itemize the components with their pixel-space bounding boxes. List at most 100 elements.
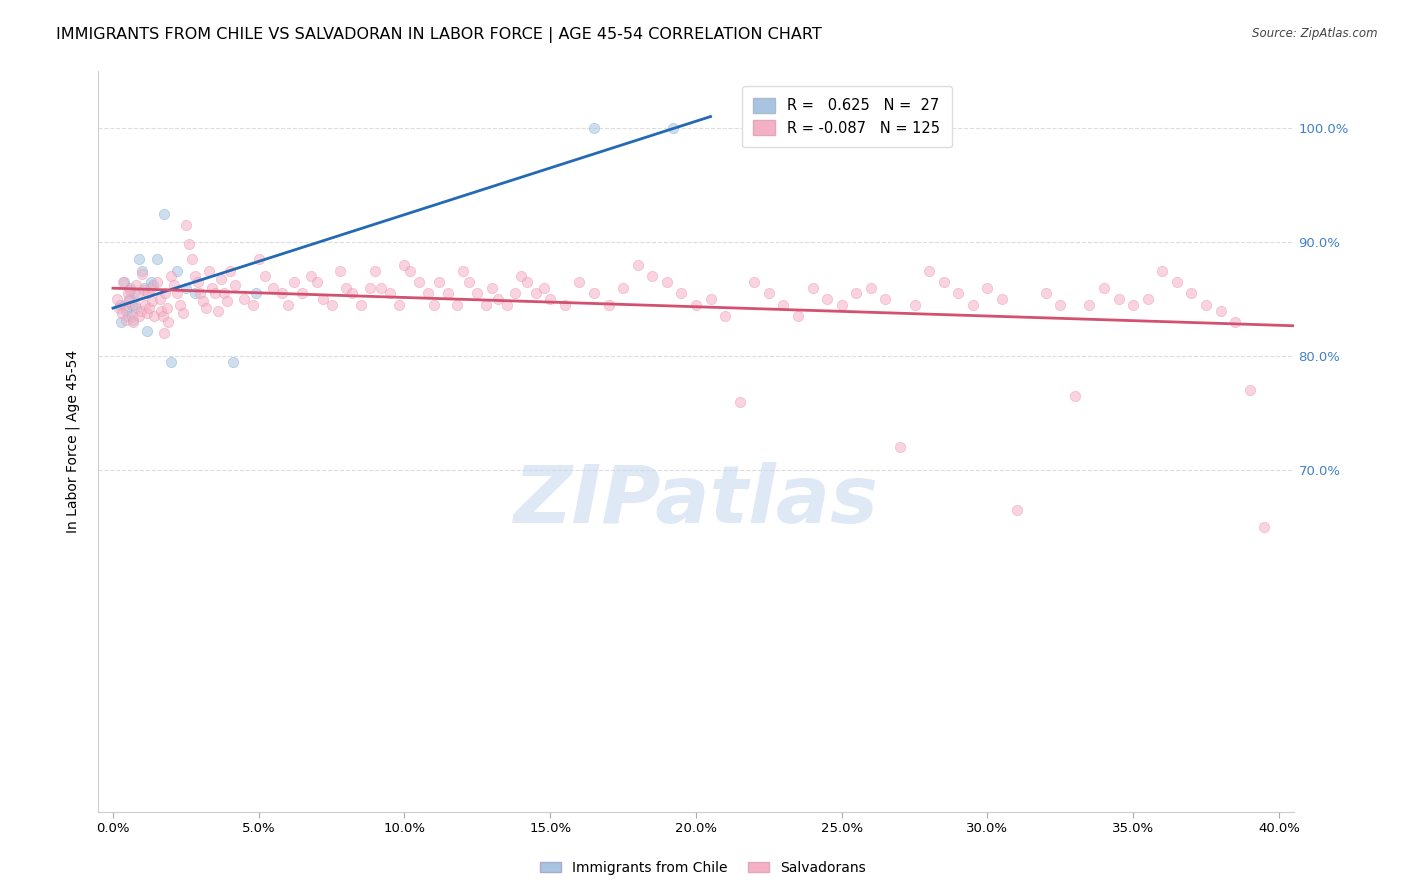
Point	[1049, 298, 1071, 312]
Point	[1180, 286, 1202, 301]
Point	[132, 283, 155, 297]
Point	[160, 355, 183, 369]
Point	[1253, 520, 1275, 534]
Point	[299, 269, 322, 284]
Point	[976, 281, 998, 295]
Point	[128, 310, 150, 324]
Point	[598, 298, 620, 312]
Point	[845, 286, 868, 301]
Point	[661, 121, 683, 136]
Point	[224, 278, 246, 293]
Text: IMMIGRANTS FROM CHILE VS SALVADORAN IN LABOR FORCE | AGE 45-54 CORRELATION CHART: IMMIGRANTS FROM CHILE VS SALVADORAN IN L…	[56, 27, 823, 43]
Point	[918, 263, 941, 277]
Point	[475, 298, 498, 312]
Point	[163, 278, 186, 293]
Point	[245, 286, 267, 301]
Point	[120, 281, 142, 295]
Point	[121, 310, 143, 324]
Point	[215, 294, 238, 309]
Point	[399, 263, 422, 277]
Point	[457, 275, 479, 289]
Point	[131, 267, 153, 281]
Point	[312, 292, 335, 306]
Text: ZIPatlas: ZIPatlas	[513, 462, 879, 540]
Point	[262, 281, 284, 295]
Point	[932, 275, 955, 289]
Point	[859, 281, 882, 295]
Point	[128, 252, 150, 267]
Point	[125, 301, 148, 316]
Point	[117, 286, 139, 301]
Point	[195, 301, 218, 316]
Point	[1195, 298, 1218, 312]
Point	[321, 298, 343, 312]
Point	[180, 252, 202, 267]
Point	[378, 286, 401, 301]
Point	[422, 298, 444, 312]
Point	[221, 355, 243, 369]
Point	[948, 286, 970, 301]
Point	[253, 269, 276, 284]
Point	[271, 286, 294, 301]
Point	[568, 275, 591, 289]
Point	[131, 263, 153, 277]
Y-axis label: In Labor Force | Age 45-54: In Labor Force | Age 45-54	[66, 350, 80, 533]
Point	[105, 292, 128, 306]
Point	[152, 310, 174, 324]
Point	[335, 281, 357, 295]
Point	[190, 286, 212, 301]
Point	[177, 237, 200, 252]
Point	[524, 286, 547, 301]
Point	[875, 292, 897, 306]
Point	[145, 252, 167, 267]
Point	[149, 292, 172, 306]
Point	[538, 292, 561, 306]
Point	[110, 315, 132, 329]
Point	[627, 258, 650, 272]
Point	[329, 263, 352, 277]
Point	[115, 303, 138, 318]
Point	[212, 286, 235, 301]
Point	[150, 303, 173, 318]
Point	[247, 252, 270, 267]
Point	[121, 298, 143, 312]
Point	[204, 286, 226, 301]
Point	[685, 298, 707, 312]
Point	[1152, 263, 1174, 277]
Point	[122, 286, 145, 301]
Point	[218, 263, 240, 277]
Point	[364, 263, 387, 277]
Point	[242, 298, 264, 312]
Point	[135, 306, 157, 320]
Point	[277, 298, 299, 312]
Point	[207, 303, 229, 318]
Point	[1005, 503, 1028, 517]
Point	[114, 298, 136, 312]
Point	[787, 310, 810, 324]
Point	[141, 294, 163, 309]
Point	[416, 286, 439, 301]
Legend: R =   0.625   N =  27, R = -0.087   N = 125: R = 0.625 N = 27, R = -0.087 N = 125	[742, 86, 952, 147]
Point	[120, 283, 142, 297]
Point	[166, 263, 188, 277]
Point	[129, 303, 152, 318]
Point	[801, 281, 824, 295]
Point	[728, 394, 751, 409]
Point	[503, 286, 526, 301]
Point	[174, 218, 197, 232]
Point	[291, 286, 314, 301]
Point	[118, 294, 141, 309]
Point	[1136, 292, 1159, 306]
Point	[108, 301, 131, 316]
Point	[554, 298, 576, 312]
Point	[135, 324, 157, 338]
Point	[198, 263, 221, 277]
Point	[612, 281, 634, 295]
Point	[172, 306, 194, 320]
Point	[112, 275, 135, 289]
Point	[582, 121, 605, 136]
Point	[1035, 286, 1057, 301]
Point	[153, 207, 176, 221]
Point	[714, 310, 737, 324]
Point	[388, 298, 411, 312]
